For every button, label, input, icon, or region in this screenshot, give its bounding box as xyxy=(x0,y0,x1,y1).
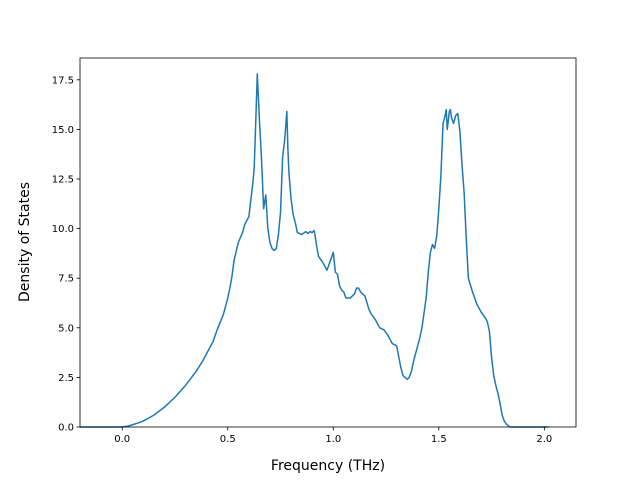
y-tick-label: 5.0 xyxy=(58,323,74,334)
x-axis-label: Frequency (THz) xyxy=(271,458,385,474)
y-tick-label: 0.0 xyxy=(58,423,74,434)
y-tick-label: 7.5 xyxy=(58,274,74,285)
x-axis: 0.0 0.5 1.0 1.5 2.0 xyxy=(114,427,552,445)
y-axis: 0.0 2.5 5.0 7.5 10.0 12.5 15.0 17.5 xyxy=(52,75,80,434)
y-tick-label: 12.5 xyxy=(52,175,74,186)
plot-area xyxy=(79,57,577,428)
x-tick-label: 0.5 xyxy=(220,434,236,445)
y-tick-label: 15.0 xyxy=(52,125,74,136)
y-tick-label: 10.0 xyxy=(52,224,74,235)
axes-frame xyxy=(79,57,577,428)
x-tick-label: 1.0 xyxy=(325,434,341,445)
x-tick-label: 0.0 xyxy=(114,434,130,445)
x-tick-label: 1.5 xyxy=(431,434,447,445)
y-tick-label: 17.5 xyxy=(52,75,74,86)
series-line-0 xyxy=(80,73,549,428)
y-tick-label: 2.5 xyxy=(58,373,74,384)
y-axis-label: Density of States xyxy=(17,182,33,302)
x-tick-label: 2.0 xyxy=(536,434,552,445)
